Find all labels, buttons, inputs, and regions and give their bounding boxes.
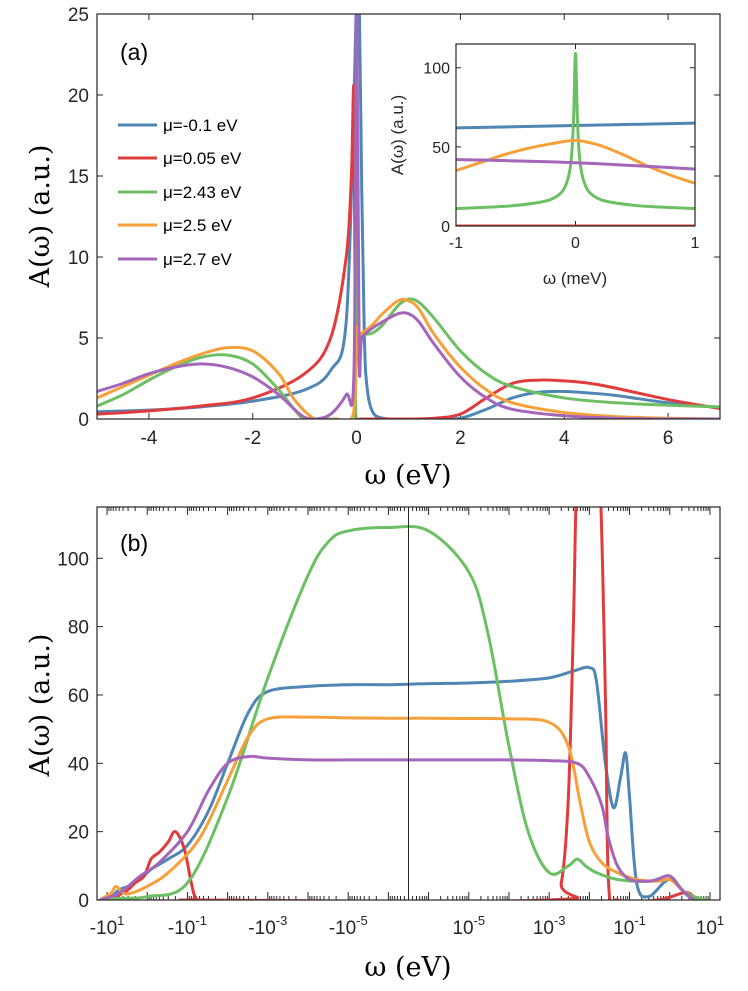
- inset-series--2p7-ev: [456, 158, 695, 171]
- inset-ylabel: A(ω) (a.u.): [388, 95, 407, 175]
- panel-b-ticks: -101 -10-1 -10-3 -10-5 10-5 10-3 10-1 101 0 20 40 6…: [57, 507, 724, 939]
- panel-b-xtick-label: -10-1: [168, 913, 207, 939]
- panel-a-xtick-label: -2: [244, 428, 261, 449]
- panel-a-xtick-label: 2: [455, 428, 466, 449]
- panel-a-xtick-label: -4: [140, 428, 157, 449]
- panel-b-xtick-label: -101: [90, 913, 125, 939]
- inset-xtick-label: 1: [691, 235, 700, 252]
- legend-label-red: μ=0.05 eV: [163, 149, 242, 168]
- panel-b-xtick-label: 10-3: [533, 913, 566, 939]
- panel-b-ytick-label: 40: [68, 754, 89, 775]
- panel-b-series--2p7-ev: [98, 754, 696, 900]
- panel-b-series--2p43-ev: [98, 524, 708, 900]
- inset-series--2p43-ev: [456, 52, 695, 211]
- inset-xtick-label: 0: [571, 235, 580, 252]
- inset-series--0p1-ev: [456, 121, 695, 130]
- legend-label-purple: μ=2.7 eV: [163, 250, 233, 269]
- panel-a-series--0p05-ev: [97, 84, 720, 419]
- panel-b-ytick-label: 100: [57, 549, 89, 570]
- legend-label-green: μ=2.43 eV: [163, 183, 242, 202]
- inset-xlabel: ω (meV): [543, 269, 607, 288]
- panel-b-ylabel: A(ω) (a.u.): [25, 634, 56, 778]
- panel-a-xtick-label: 0: [351, 428, 362, 449]
- panel-b-xtick-label: -10-5: [329, 913, 368, 939]
- panel-a-ytick-label: 5: [78, 329, 89, 350]
- legend: μ=-0.1 eV μ=0.05 eV μ=2.43 eV μ=2.5 eV μ…: [118, 116, 242, 269]
- panel-a-ytick-label: 15: [68, 167, 89, 188]
- panel-a-ytick-label: 10: [68, 248, 89, 269]
- panel-a-series--0p1-ev: [97, 14, 720, 419]
- inset-series--2p5-ev: [456, 139, 695, 185]
- panel-a-ytick-label: 20: [68, 86, 89, 107]
- panel-a-ylabel: A(ω) (a.u.): [25, 145, 56, 289]
- inset-ytick-label: 100: [423, 61, 450, 78]
- panel-b-xtick-label: 10-5: [452, 913, 485, 939]
- panel-b-xtick-label: 10-1: [613, 913, 646, 939]
- panel-a-label: (a): [120, 39, 148, 65]
- inset-ytick-label: 50: [432, 140, 450, 157]
- panel-b-ytick-label: 0: [78, 891, 89, 912]
- panel-b: -101 -10-1 -10-3 -10-5 10-5 10-3 10-1 101 0 20 40 6…: [25, 506, 724, 983]
- panel-b-series--0p1-ev: [98, 665, 708, 900]
- panel-a-curves: [97, 14, 720, 419]
- panel-a-xtick-label: 6: [663, 428, 674, 449]
- inset-ytick-label: 0: [441, 219, 450, 236]
- inset-xtick-label: -1: [449, 235, 463, 252]
- legend-label-blue: μ=-0.1 eV: [163, 116, 238, 135]
- panel-b-ytick-label: 60: [68, 686, 89, 707]
- panel-a-axes-box: [96, 13, 721, 420]
- inset-curves: [456, 52, 695, 226]
- inset-axes-box: [455, 43, 696, 227]
- panel-b-xlabel: ω (eV): [364, 952, 451, 983]
- panel-b-ytick-label: 20: [68, 823, 89, 844]
- panel-a-ytick-label: 0: [78, 410, 89, 431]
- legend-label-orange: μ=2.5 eV: [163, 216, 233, 235]
- panel-b-series--0p05-ev: [98, 507, 700, 900]
- panel-b-xtick-label: 101: [696, 913, 724, 939]
- panel-b-ytick-label: 80: [68, 618, 89, 639]
- panel-b-xtick-label: -10-3: [248, 913, 287, 939]
- panel-b-curves: [98, 507, 708, 900]
- panel-a-xlabel: ω (eV): [364, 460, 451, 491]
- panel-a-xtick-label: 4: [559, 428, 570, 449]
- panel-a-series--2p7-ev: [97, 14, 720, 419]
- panel-a-ytick-label: 25: [68, 5, 89, 26]
- panel-b-label: (b): [120, 530, 148, 556]
